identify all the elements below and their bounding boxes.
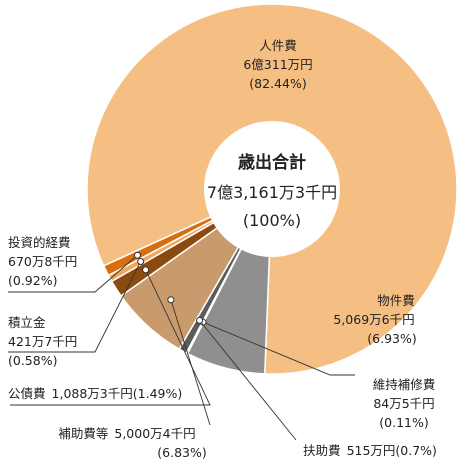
slice-label-personnel-pct: (82.44%) bbox=[249, 76, 306, 91]
slice-label-subsidies-pct: (6.83%) bbox=[157, 445, 206, 460]
slice-label-supplies-amount: 5,069万6千円 bbox=[333, 312, 414, 327]
slice-label-reserve-amount: 421万7千円 bbox=[8, 334, 77, 349]
slice-label-reserve-name: 積立金 bbox=[8, 315, 46, 330]
slice-label-investment-amount: 670万8千円 bbox=[8, 254, 77, 269]
leader-line-reserve bbox=[8, 261, 142, 353]
slice-label-reserve-pct: (0.58%) bbox=[8, 353, 57, 368]
slice-label-maintenance-pct: (0.11%) bbox=[379, 415, 428, 430]
leader-dot-assistance bbox=[196, 316, 204, 324]
slice-label-investment-name: 投資的経費 bbox=[8, 235, 71, 250]
slice-label-maintenance-name: 維持補修費 bbox=[373, 377, 436, 392]
slice-label-personnel-amount: 6億311万円 bbox=[243, 57, 312, 72]
slice-label-assistance-pct: (0.7%) bbox=[395, 443, 437, 458]
slice-label-subsidies-line1: 補助費等 5,000万4千円 bbox=[58, 426, 195, 441]
slice-label-maintenance-amount: 84万5千円 bbox=[373, 396, 434, 411]
slice-label-subsidies-amount: 5,000万4千円 bbox=[114, 426, 195, 441]
slice-label-debt-pct: (1.49%) bbox=[133, 386, 182, 401]
center-title: 歳出合計 bbox=[238, 152, 306, 173]
leader-line-investment bbox=[8, 254, 138, 293]
donut-hole bbox=[204, 121, 340, 257]
slice-label-debt-name: 公債費 bbox=[8, 386, 46, 401]
slice-label-debt: 公債費 1,088万3千円(1.49%) bbox=[8, 386, 182, 401]
slice-label-debt-amount: 1,088万3千円 bbox=[52, 386, 133, 401]
center-total: 7億3,161万3千円 bbox=[207, 183, 337, 202]
slice-label-supplies-pct: (6.93%) bbox=[367, 331, 416, 346]
center-percent: (100%) bbox=[243, 211, 301, 230]
leader-dot-reserve bbox=[137, 257, 145, 265]
leader-dot-investment bbox=[133, 251, 141, 259]
slice-label-subsidies-name: 補助費等 bbox=[58, 426, 108, 441]
slice-label-assistance: 扶助費 515万円(0.7%) bbox=[303, 443, 437, 458]
leader-line-maintenance bbox=[202, 321, 355, 376]
slice-label-personnel-name: 人件費 bbox=[259, 38, 297, 53]
slice-label-assistance-name: 扶助費 bbox=[303, 443, 341, 458]
slice-label-investment-pct: (0.92%) bbox=[8, 273, 57, 288]
leader-dot-subsidies bbox=[167, 296, 175, 304]
leader-lines bbox=[8, 251, 355, 441]
leader-dot-debt bbox=[142, 266, 150, 274]
slice-label-assistance-amount: 515万円 bbox=[347, 443, 396, 458]
slice-label-supplies-name: 物件費 bbox=[377, 293, 415, 308]
leader-line-subsidies bbox=[170, 299, 211, 426]
leader-line-debt bbox=[10, 269, 211, 406]
leader-line-assistance bbox=[199, 320, 297, 441]
